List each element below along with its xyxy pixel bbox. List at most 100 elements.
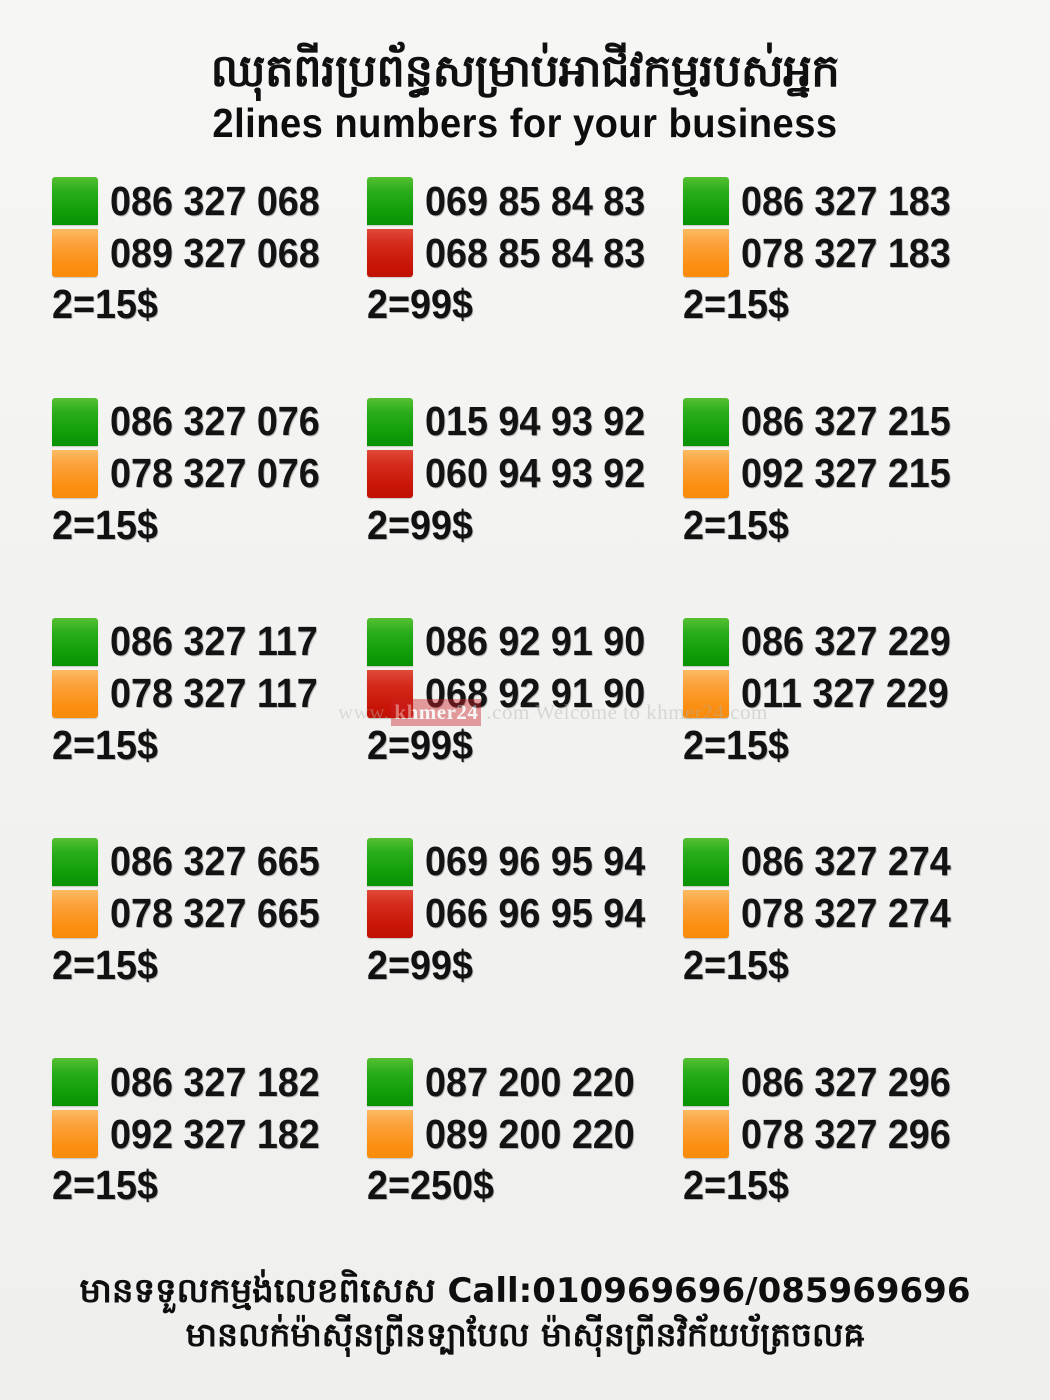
price-label: 2=15$	[682, 1162, 789, 1209]
phone-number: 086 327 665	[110, 838, 320, 885]
phone-number-row: 086 327 215	[682, 396, 998, 448]
phone-number-row: 069 96 95 94	[367, 836, 682, 888]
offer-card[interactable]: 086 327 183 078 327 183 2=15$	[682, 169, 998, 389]
phone-number: 089 327 068	[110, 229, 320, 276]
orange-swatch	[52, 229, 98, 278]
phone-number-row: 092 327 215	[682, 448, 998, 500]
phone-number: 078 327 665	[110, 890, 320, 937]
phone-number: 092 327 182	[110, 1110, 320, 1157]
phone-number: 086 327 182	[110, 1058, 320, 1105]
phone-number-row: 078 327 665	[52, 888, 367, 940]
phone-number: 066 96 95 94	[425, 890, 646, 937]
offer-card[interactable]: 086 327 068 089 327 068 2=15$	[52, 169, 367, 389]
phone-number: 011 327 229	[740, 670, 949, 717]
green-swatch	[367, 1058, 414, 1107]
red-swatch	[367, 229, 414, 278]
phone-number-row: 078 327 076	[52, 448, 367, 500]
orange-swatch	[52, 449, 98, 498]
phone-number: 086 92 91 90	[425, 618, 646, 665]
phone-number-row: 066 96 95 94	[367, 888, 682, 940]
green-swatch	[52, 1058, 98, 1107]
phone-number-row: 078 327 183	[682, 227, 998, 279]
price-label: 2=99$	[367, 501, 474, 548]
green-swatch	[682, 397, 729, 446]
phone-number-row: 068 85 84 83	[367, 227, 682, 279]
offer-card[interactable]: 086 327 076 078 327 076 2=15$	[52, 390, 367, 610]
phone-number-row: 086 327 274	[682, 836, 998, 888]
phone-number: 078 327 117	[110, 670, 318, 717]
phone-number-row: 078 327 296	[682, 1108, 998, 1160]
red-swatch	[367, 889, 414, 938]
phone-number: 069 96 95 94	[425, 838, 646, 885]
phone-number-row: 089 200 220	[367, 1108, 682, 1160]
green-swatch	[682, 1058, 729, 1107]
green-swatch	[367, 837, 414, 886]
phone-number: 086 327 215	[740, 398, 951, 445]
green-swatch	[52, 617, 98, 666]
offer-card[interactable]: 086 327 665 078 327 665 2=15$	[52, 830, 367, 1050]
phone-number: 089 200 220	[425, 1110, 636, 1157]
phone-number: 086 327 076	[110, 398, 320, 445]
offer-card[interactable]: 069 85 84 83 068 85 84 83 2=99$	[367, 169, 682, 389]
offer-card[interactable]: 069 96 95 94 066 96 95 94 2=99$	[367, 830, 682, 1050]
offer-card[interactable]: 086 327 215 092 327 215 2=15$	[682, 390, 998, 610]
offer-card[interactable]: 086 327 296 078 327 296 2=15$	[682, 1050, 998, 1270]
phone-number-row: 092 327 182	[52, 1108, 367, 1160]
green-swatch	[52, 837, 98, 886]
offers-grid: 086 327 068 089 327 068 2=15$ 069 85 84 83 0…	[0, 145, 1050, 1270]
price-label: 2=250$	[367, 1162, 495, 1209]
orange-swatch	[682, 229, 729, 278]
phone-number-row: 011 327 229	[682, 668, 998, 720]
phone-number-row: 089 327 068	[52, 227, 367, 279]
green-swatch	[682, 617, 729, 666]
phone-number-row: 086 327 076	[52, 396, 367, 448]
offer-card[interactable]: 086 92 91 90 068 92 91 90 2=99$	[367, 610, 682, 830]
orange-swatch	[682, 889, 729, 938]
offer-card[interactable]: 086 327 117 078 327 117 2=15$	[52, 610, 367, 830]
offer-card[interactable]: 086 327 274 078 327 274 2=15$	[682, 830, 998, 1050]
title-khmer: ឈុតពីរប្រព័ន្ធសម្រាប់អាជីវកម្មរបស់អ្នក	[210, 44, 840, 97]
green-swatch	[367, 397, 414, 446]
offer-card[interactable]: 086 327 229 011 327 229 2=15$	[682, 610, 998, 830]
price-label: 2=15$	[52, 501, 158, 548]
green-swatch	[52, 397, 98, 446]
price-label: 2=15$	[52, 1162, 158, 1209]
phone-number: 078 327 274	[740, 890, 951, 937]
phone-number-row: 086 92 91 90	[367, 616, 682, 668]
price-label: 2=15$	[682, 721, 789, 768]
phone-number-row: 087 200 220	[367, 1056, 682, 1108]
phone-number-row: 086 327 068	[52, 175, 367, 227]
price-label: 2=15$	[52, 941, 158, 988]
phone-number-row: 078 327 274	[682, 888, 998, 940]
phone-number-row: 086 327 665	[52, 836, 367, 888]
phone-number: 068 92 91 90	[425, 670, 646, 717]
phone-number: 092 327 215	[740, 450, 951, 497]
orange-swatch	[682, 669, 729, 718]
offer-card[interactable]: 015 94 93 92 060 94 93 92 2=99$	[367, 390, 682, 610]
phone-number: 086 327 183	[740, 177, 951, 224]
phone-number-row: 086 327 183	[682, 175, 998, 227]
phone-number: 086 327 117	[110, 618, 318, 665]
green-swatch	[682, 177, 729, 226]
poster-footer: មានទទួលកម្មង់លេខពិសេស Call:010969696/085…	[0, 1270, 1050, 1400]
orange-swatch	[682, 1110, 729, 1159]
phone-number: 086 327 274	[740, 838, 951, 885]
phone-number-row: 086 327 296	[682, 1056, 998, 1108]
phone-number: 069 85 84 83	[425, 177, 646, 224]
phone-number-row: 069 85 84 83	[367, 175, 682, 227]
price-label: 2=15$	[52, 721, 158, 768]
price-label: 2=15$	[682, 941, 789, 988]
phone-number-row: 060 94 93 92	[367, 448, 682, 500]
price-label: 2=99$	[367, 941, 474, 988]
phone-number: 078 327 296	[740, 1110, 951, 1157]
green-swatch	[52, 177, 98, 226]
price-label: 2=15$	[682, 501, 789, 548]
offer-card[interactable]: 087 200 220 089 200 220 2=250$	[367, 1050, 682, 1270]
orange-swatch	[52, 1110, 98, 1159]
green-swatch	[367, 617, 414, 666]
red-swatch	[367, 669, 414, 718]
phone-number: 060 94 93 92	[425, 450, 646, 497]
offer-card[interactable]: 086 327 182 092 327 182 2=15$	[52, 1050, 367, 1270]
phone-number-row: 078 327 117	[52, 668, 367, 720]
